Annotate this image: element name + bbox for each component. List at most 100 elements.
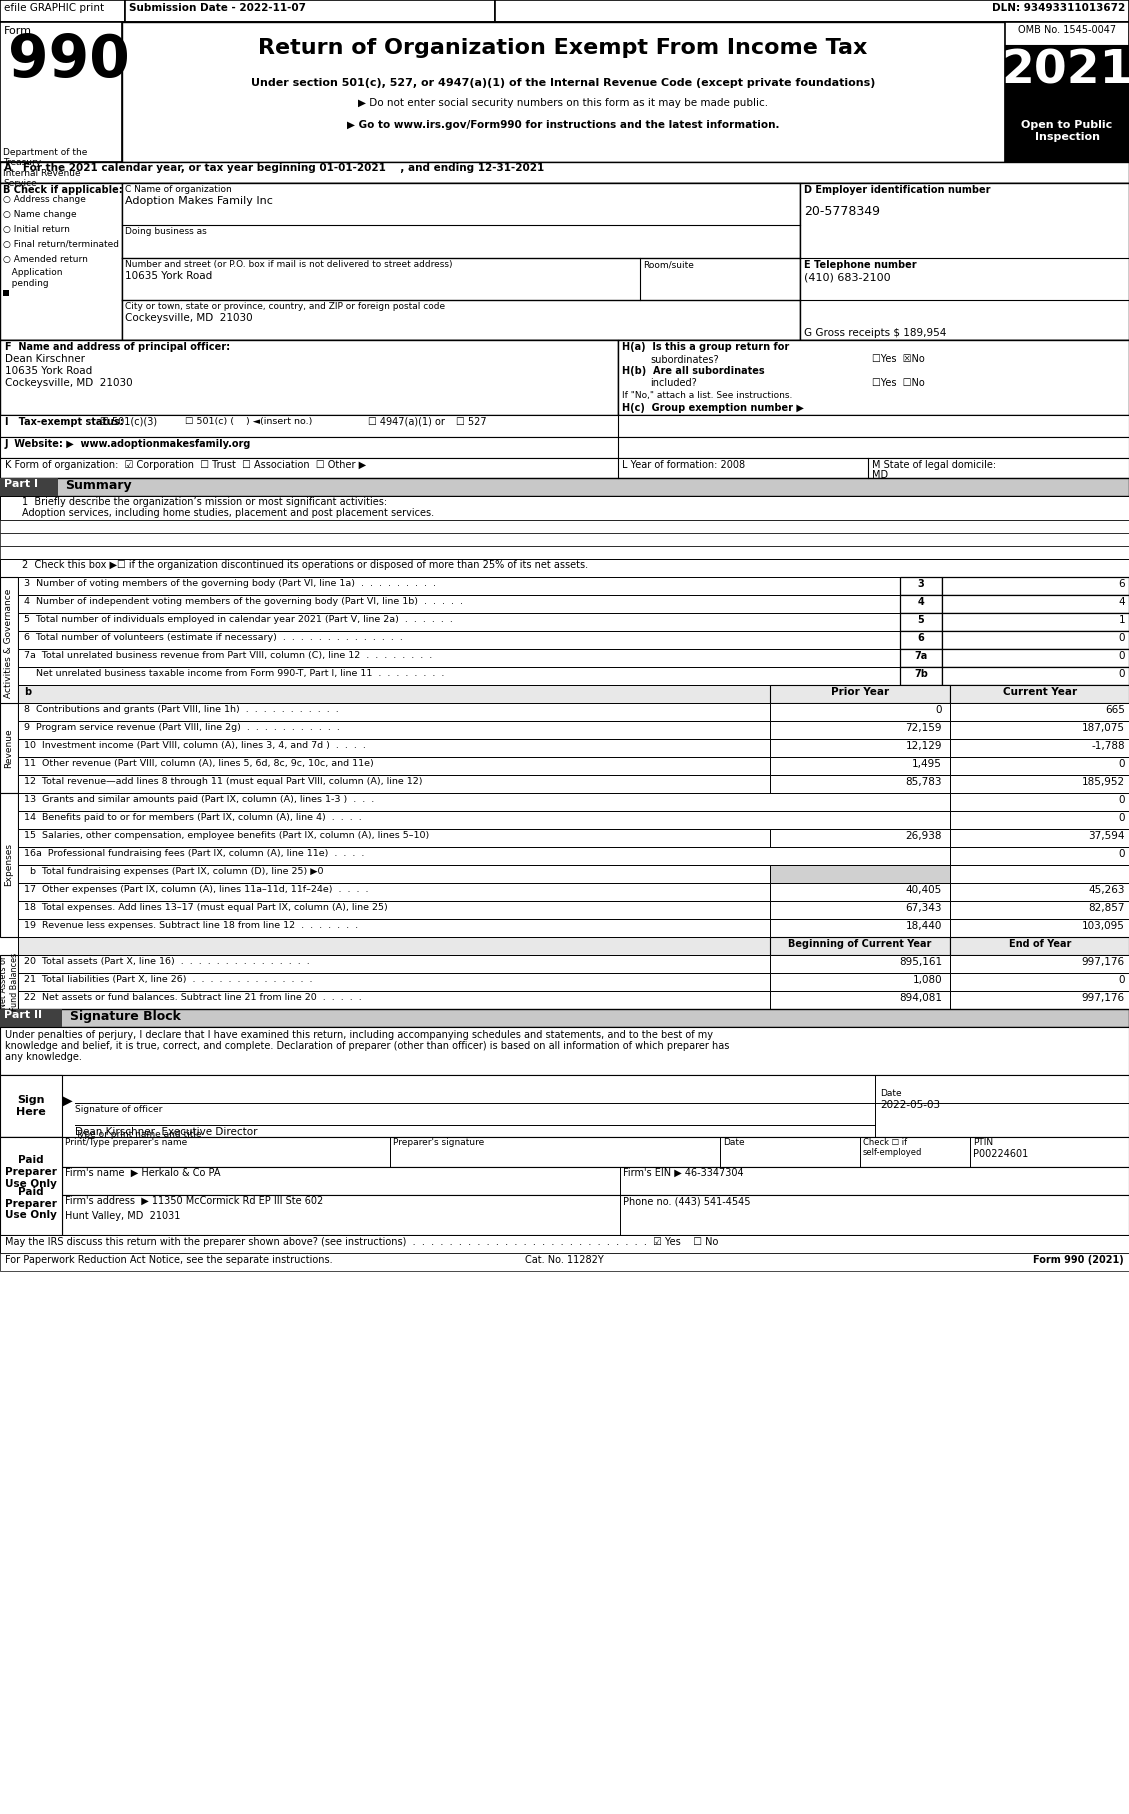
Text: 85,783: 85,783 [905,776,942,787]
Text: 12,129: 12,129 [905,740,942,751]
Text: 16a  Professional fundraising fees (Part IX, column (A), line 11e)  .  .  .  .: 16a Professional fundraising fees (Part … [24,849,365,858]
Bar [949,883,1129,902]
Bar [495,0,1129,22]
Bar [0,1009,62,1027]
Text: 18,440: 18,440 [905,922,942,931]
Text: If "No," attach a list. See instructions.: If "No," attach a list. See instructions… [622,392,793,401]
Text: Under section 501(c), 527, or 4947(a)(1) of the Internal Revenue Code (except pr: Under section 501(c), 527, or 4947(a)(1)… [251,78,875,89]
Text: 9  Program service revenue (Part VIII, line 2g)  .  .  .  .  .  .  .  .  .  .  .: 9 Program service revenue (Part VIII, li… [24,724,340,733]
Bar [0,183,1129,339]
Text: Application: Application [3,268,62,278]
Bar [770,704,949,720]
Bar [18,631,1129,649]
Bar [18,847,1129,865]
Bar [18,793,1129,811]
Text: 10  Investment income (Part VIII, column (A), lines 3, 4, and 7d )  .  .  .  .: 10 Investment income (Part VIII, column … [24,740,366,749]
Text: subordinates?: subordinates? [650,356,719,365]
Bar [949,847,1129,865]
Bar [18,990,1129,1009]
Bar [770,686,949,704]
Text: DLN: 93493311013672: DLN: 93493311013672 [991,4,1124,13]
Text: 10635 York Road: 10635 York Road [5,366,93,375]
Text: J  Website: ▶  www.adoptionmakesfamily.org: J Website: ▶ www.adoptionmakesfamily.org [5,439,252,450]
Text: ▶ Go to www.irs.gov/Form990 for instructions and the latest information.: ▶ Go to www.irs.gov/Form990 for instruct… [347,120,779,131]
Text: Dean Kirschner: Dean Kirschner [5,354,85,365]
Text: 894,081: 894,081 [899,992,942,1003]
Text: 14  Benefits paid to or for members (Part IX, column (A), line 4)  .  .  .  .: 14 Benefits paid to or for members (Part… [24,813,361,822]
Text: 1,080: 1,080 [912,974,942,985]
Bar [900,631,942,649]
Bar [949,704,1129,720]
Text: Expenses: Expenses [5,844,14,887]
Text: 17  Other expenses (Part IX, column (A), lines 11a–11d, 11f–24e)  .  .  .  .: 17 Other expenses (Part IX, column (A), … [24,885,368,894]
Text: 1  Briefly describe the organization’s mission or most significant activities:: 1 Briefly describe the organization’s mi… [21,497,387,506]
Bar [125,0,495,22]
Text: Department of the
Treasury
Internal Revenue
Service: Department of the Treasury Internal Reve… [3,149,87,189]
Bar [0,1195,62,1235]
Bar [18,649,1129,668]
Bar [18,883,1129,902]
Text: Cat. No. 11282Y: Cat. No. 11282Y [525,1255,603,1264]
Text: ☐ 4947(a)(1) or: ☐ 4947(a)(1) or [368,417,445,426]
Text: any knowledge.: any knowledge. [5,1052,82,1061]
Text: ○ Initial return: ○ Initial return [3,225,70,234]
Text: 103,095: 103,095 [1082,922,1124,931]
Bar [770,756,949,775]
Text: pending: pending [3,279,49,288]
Bar [942,668,1129,686]
Bar [18,668,1129,686]
Bar [949,738,1129,756]
Text: H(b)  Are all subordinates: H(b) Are all subordinates [622,366,764,375]
Text: 4: 4 [1119,597,1124,608]
Text: 0: 0 [936,706,942,715]
Text: Firm's name  ▶ Herkalo & Co PA: Firm's name ▶ Herkalo & Co PA [65,1168,220,1177]
Text: Net Assets or
Fund Balances: Net Assets or Fund Balances [0,952,19,1010]
Text: 2021: 2021 [1001,47,1129,93]
Bar [770,775,949,793]
Text: Paid
Preparer
Use Only: Paid Preparer Use Only [5,1186,56,1221]
Text: F  Name and address of principal officer:: F Name and address of principal officer: [5,343,230,352]
Bar [18,756,1129,775]
Bar [0,0,125,22]
Bar [0,521,1129,533]
Bar [0,1137,1129,1166]
Text: Number and street (or P.O. box if mail is not delivered to street address): Number and street (or P.O. box if mail i… [125,259,453,268]
Bar [900,649,942,668]
Text: L Year of formation: 2008: L Year of formation: 2008 [622,461,745,470]
Text: Adoption Makes Family Inc: Adoption Makes Family Inc [125,196,273,207]
Bar [770,938,949,954]
Bar [3,290,9,296]
Bar [0,1253,1129,1272]
Bar [949,990,1129,1009]
Text: K Form of organization:  ☑ Corporation  ☐ Trust  ☐ Association  ☐ Other ▶: K Form of organization: ☑ Corporation ☐ … [5,461,366,470]
Text: PTIN: PTIN [973,1137,994,1146]
Bar [122,183,800,339]
Text: Return of Organization Exempt From Income Tax: Return of Organization Exempt From Incom… [259,38,868,58]
Text: 5: 5 [918,615,925,626]
Bar [0,339,1129,415]
Text: Check ☐ if
self-employed: Check ☐ if self-employed [863,1137,922,1157]
Bar [18,720,1129,738]
Text: 0: 0 [1119,633,1124,642]
Text: 997,176: 997,176 [1082,958,1124,967]
Text: 0: 0 [1119,974,1124,985]
Bar [949,938,1129,954]
Bar [949,972,1129,990]
Bar [0,533,1129,546]
Bar [1005,45,1129,116]
Bar [942,595,1129,613]
Bar [18,954,1129,972]
Bar [18,738,1129,756]
Text: Firm's EIN ▶ 46-3347304: Firm's EIN ▶ 46-3347304 [623,1168,744,1177]
Text: Dean Kirschner  Executive Director: Dean Kirschner Executive Director [75,1126,257,1137]
Bar [0,1166,62,1195]
Text: ☐ 527: ☐ 527 [456,417,487,426]
Text: 40,405: 40,405 [905,885,942,894]
Bar [942,631,1129,649]
Text: 2022-05-03: 2022-05-03 [879,1099,940,1110]
Text: 665: 665 [1105,706,1124,715]
Text: Net unrelated business taxable income from Form 990-T, Part I, line 11  .  .  . : Net unrelated business taxable income fr… [24,669,445,678]
Text: 67,343: 67,343 [905,903,942,912]
Text: C Name of organization: C Name of organization [125,185,231,194]
Bar [0,339,618,415]
